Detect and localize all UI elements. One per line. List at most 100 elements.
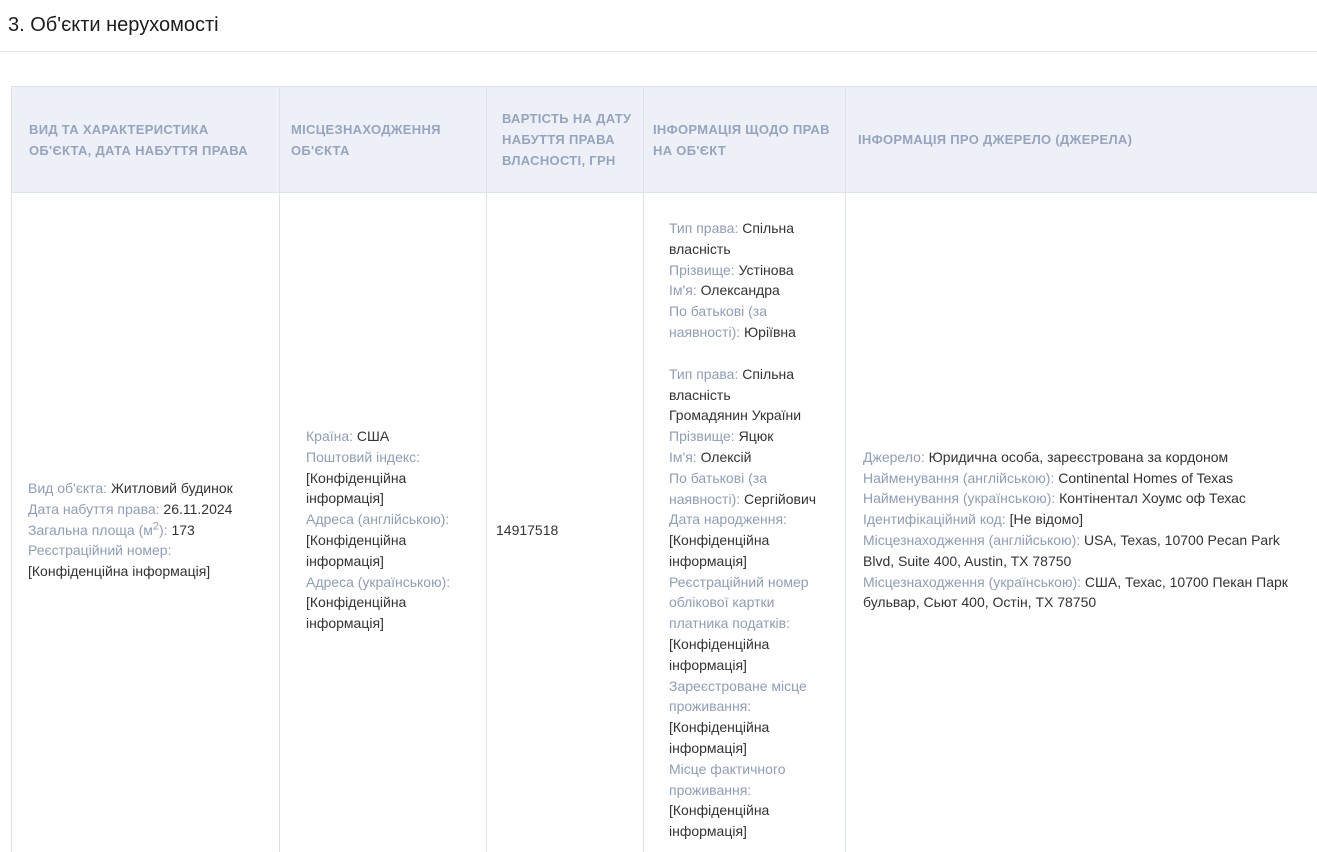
field-label: Реєстраційний номер облікової картки пла… [669,573,809,632]
field-block: Джерело: Юридична особа, зареєстрована з… [863,447,1303,613]
field-label: Реєстраційний номер: [28,542,172,559]
field-value: Громадянин України [669,407,802,424]
field: Загальна площа (м2): 173 [28,520,263,541]
field: Дата народження: [Конфіденційна інформац… [669,509,830,571]
field-label: Загальна площа (м [28,521,153,538]
field-value: Олександра [700,282,780,299]
field: Ім'я: Олександра [669,280,830,301]
field: Зареєстроване місце проживання: [Конфіде… [669,676,830,759]
field-label: Прізвище: [669,261,735,278]
field-value: [Конфіденційна інформація] [669,636,770,673]
field: Адреса (українською): [Конфіденційна інф… [306,572,470,634]
field-value: Спільна власність [669,219,795,257]
field-value: Сергійович [744,490,817,507]
title-divider [0,51,1317,52]
cell-location: Країна: США Поштовий індекс: [Конфіденцій… [279,192,487,852]
header-cell-location: МІСЦЕЗНАХОДЖЕННЯ ОБ'ЄКТА [279,86,487,193]
field-label: Адреса (англійською): [306,511,450,528]
field-label: Дата набуття права: [28,500,160,517]
field-label: Місцезнаходження (англійською): [863,532,1081,548]
field-value: Юріївна [744,323,796,340]
field-value: [Конфіденційна інформація] [306,469,407,507]
cell-source: Джерело: Юридична особа, зареєстрована з… [845,192,1317,852]
field-label: Адреса (українською): [306,573,451,590]
field: По батькові (за наявності): Юріївна [669,301,830,343]
field: Прізвище: Яцюк [669,426,830,447]
page-title: 3. Об'єкти нерухомості [8,14,219,36]
field-label: Ідентифікаційний код: [863,511,1006,528]
field-value: Устінова [738,261,794,278]
field: Країна: США [306,426,470,447]
field-value: Яцюк [738,428,774,445]
field: Поштовий індекс: [Конфіденційна інформац… [306,447,470,509]
field: Місцезнаходження (англійською): USA, Tex… [863,530,1303,572]
field: Ім'я: Олексій [669,447,830,468]
field-block: Вид об'єкта: Житловий будинок Дата набутт… [28,478,263,582]
field: Тип права: Спільна власність [669,364,830,406]
field-value: 26.11.2024 [163,500,233,517]
field-block: Тип права: Спільна власність Громадянин У… [669,364,830,842]
field-label: По батькові (за наявності): [669,303,767,340]
field: Адреса (англійською): [Конфіденційна інф… [306,509,470,571]
field: Громадянин України [669,405,830,426]
field-label: Поштовий індекс: [306,448,421,465]
field: Ідентифікаційний код: [Не відомо] [863,509,1303,530]
field-value: USA, Texas, 10700 Pecan Park Blvd, Suite… [863,532,1280,569]
field-value: США, Техас, 10700 Пекан Парк бульвар, Сь… [863,573,1288,611]
header-cell-value: ВАРТІСТЬ НА ДАТУ НАБУТТЯ ПРАВА ВЛАСНОСТІ… [486,86,644,193]
field-label: Найменування (українською): [863,490,1056,507]
field-value: [Конфіденційна інформація] [28,563,211,580]
field: Реєстраційний номер облікової картки пла… [669,572,830,676]
field: Місцезнаходження (українською): США, Тех… [863,572,1303,614]
header-cell-source: ІНФОРМАЦІЯ ПРО ДЖЕРЕЛО (ДЖЕРЕЛА) [845,86,1317,193]
field-value: [Конфіденційна інформація] [306,594,407,632]
field-label: Країна: [306,428,354,445]
cell-rights: Тип права: Спільна власність Прізвище: Ус… [643,192,846,852]
field-label: Вид об'єкта: [28,480,108,496]
field-value: Continental Homes of Texas [1058,469,1234,486]
table-header-row: ВИД ТА ХАРАКТЕРИСТИКА ОБ'ЄКТА, ДАТА НАБУ… [11,86,1317,193]
field-value: [Конфіденційна інформація] [306,532,407,569]
field-value: [Не відомо] [1009,511,1084,528]
field-value: [Конфіденційна інформація] [669,719,770,757]
field-value: [Конфіденційна інформація] [669,802,770,840]
field: Реєстраційний номер: [Конфіденційна інфо… [28,540,263,582]
field-block: Тип права: Спільна власність Прізвище: Ус… [669,218,830,343]
field-label: Тип права: [669,219,739,236]
field-value: Олексій [700,448,752,465]
field-block: Країна: США Поштовий індекс: [Конфіденцій… [306,426,470,634]
table-row: Вид об'єкта: Житловий будинок Дата набутт… [11,192,1317,852]
field-value: [Конфіденційна інформація] [669,532,770,569]
cell-object-type: Вид об'єкта: Житловий будинок Дата набутт… [11,192,280,852]
field-value: Юридична особа, зареєстрована за кордоно… [928,448,1229,465]
field-label: Місце фактичного проживання: [669,760,786,798]
field-label: Прізвище: [669,428,735,445]
field: По батькові (за наявності): Сергійович [669,468,830,510]
field: Дата набуття права: 26.11.2024 [28,499,263,520]
field-label: Місцезнаходження (українською): [863,573,1082,590]
field: Джерело: Юридична особа, зареєстрована з… [863,447,1303,468]
field-label: По батькові (за наявності): [669,469,767,507]
field-label-superscript: 2 [152,519,159,532]
field-label: Зареєстроване місце проживання: [669,677,807,715]
field: Тип права: Спільна власність [669,218,830,260]
field-label: Ім'я: [669,282,697,299]
field-label: Найменування (англійською): [863,469,1055,486]
field: Місце фактичного проживання: [Конфіденці… [669,759,830,842]
field-label: Тип права: [669,365,739,382]
field-label: Джерело: [863,448,925,465]
header-cell-object-type: ВИД ТА ХАРАКТЕРИСТИКА ОБ'ЄКТА, ДАТА НАБУ… [11,86,280,193]
field-value: США [356,428,390,445]
header-cell-rights: ІНФОРМАЦІЯ ЩОДО ПРАВ НА ОБ'ЄКТ [643,86,846,193]
cell-value-text: 14917518 [496,521,559,538]
field-label: Дата народження: [669,511,787,528]
field: Вид об'єкта: Житловий будинок [28,478,263,499]
cell-value: 14917518 [486,192,644,852]
field-label: Ім'я: [669,448,697,465]
field: Найменування (українською): Контінентал … [863,488,1303,509]
real-estate-table: ВИД ТА ХАРАКТЕРИСТИКА ОБ'ЄКТА, ДАТА НАБУ… [11,86,1317,852]
field-label: ): [159,521,168,538]
field-value: Контінентал Хоумс оф Техас [1059,490,1246,507]
field: Прізвище: Устінова [669,260,830,281]
